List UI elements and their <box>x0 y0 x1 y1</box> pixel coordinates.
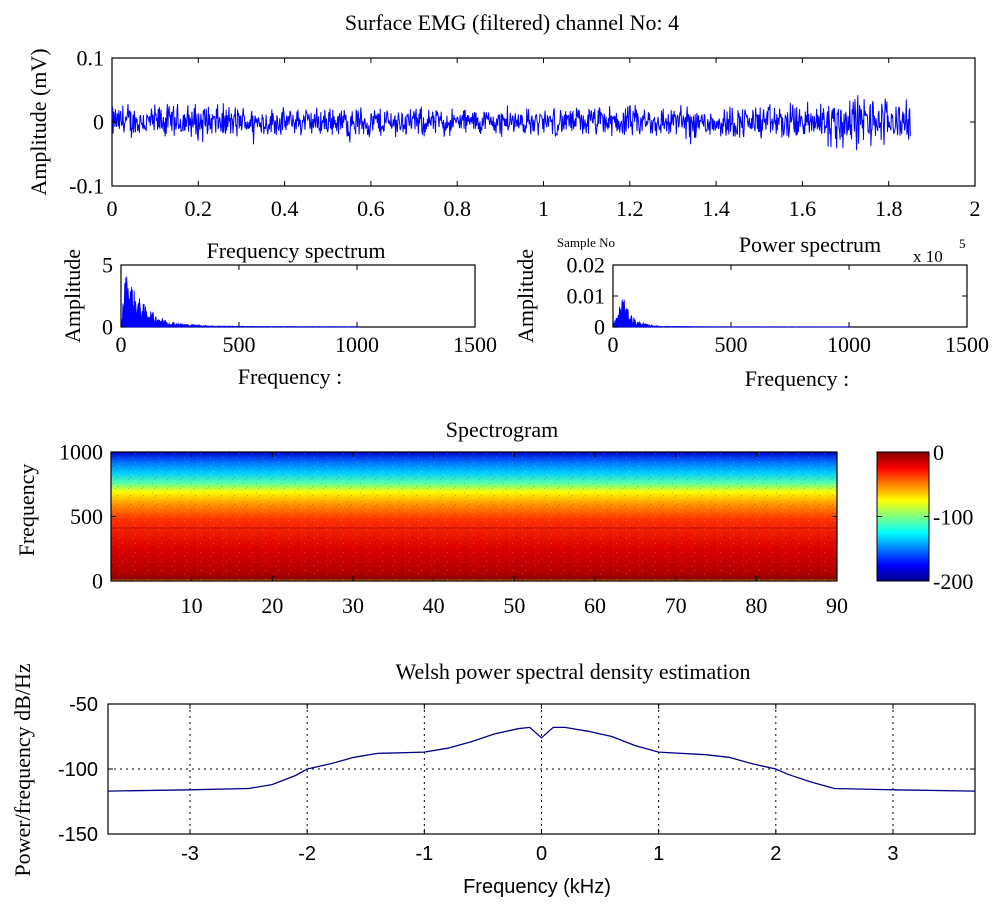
power-title: Power spectrum <box>739 232 881 257</box>
y-tick-label: 0.1 <box>77 46 105 71</box>
x-tick-label: 1 <box>538 196 549 221</box>
x-tick-label: 2 <box>770 843 781 865</box>
x-tick-label: 50 <box>503 593 525 618</box>
emg-signal <box>111 95 911 151</box>
welch-psd-line <box>107 726 976 792</box>
power-xlabel: Frequency : <box>745 366 849 391</box>
freq-xlabel: Frequency : <box>238 364 342 389</box>
x-tick-label: 1500 <box>945 332 989 357</box>
welch-panel: Welsh power spectral density estimation … <box>10 659 976 898</box>
x-tick-label: 1500 <box>453 332 497 357</box>
y-tick-label: 0 <box>102 315 113 340</box>
y-tick-label: 0.02 <box>567 253 606 278</box>
x-tick-label: 500 <box>223 332 256 357</box>
x-tick-label: 30 <box>342 593 364 618</box>
spectrogram-ticks: 10 20 30 40 50 60 70 80 90 0 500 1000 <box>59 440 848 618</box>
y-tick-label: 5 <box>102 253 113 278</box>
welch-title: Welsh power spectral density estimation <box>395 659 750 684</box>
power-axes <box>612 264 968 328</box>
colorbar-tick-label: -200 <box>933 569 973 594</box>
x-tick-label: 0 <box>107 196 118 221</box>
y-tick-label: -0.1 <box>69 174 104 199</box>
x-tick-label: -1 <box>415 843 433 865</box>
emg-xlabel: Sample No <box>557 235 615 250</box>
x-tick-label: -3 <box>181 843 199 865</box>
x-tick-label: 0 <box>116 332 127 357</box>
y-tick-label: -150 <box>58 824 98 846</box>
emg-ticks: 0 0.2 0.4 0.6 0.8 1 1.2 1.4 1.6 1.8 2-0.100.1 <box>69 46 980 221</box>
colorbar-tick-label: 0 <box>933 440 944 465</box>
y-tick-label: 1000 <box>59 440 103 465</box>
x-tick-label: 1.4 <box>702 196 730 221</box>
emg-panel: Surface EMG (filtered) channel No: 4 0 0.… <box>26 10 981 266</box>
x-tick-label: 60 <box>584 593 606 618</box>
x-tick-label: 1.8 <box>875 196 903 221</box>
x-tick-label: 0.6 <box>357 196 385 221</box>
power-ylabel: Amplitude <box>513 249 538 343</box>
colorbar <box>876 451 930 582</box>
y-tick-label: 500 <box>70 504 103 529</box>
x-tick-label: 2 <box>970 196 981 221</box>
y-tick-label: 0 <box>92 569 103 594</box>
x-tick-label: 1 <box>653 843 664 865</box>
emg-x-exponent: 5 <box>959 236 966 251</box>
x-tick-label: 0.8 <box>443 196 471 221</box>
y-tick-label: 0.01 <box>567 284 606 309</box>
x-tick-label: 40 <box>423 593 445 618</box>
x-tick-label: 500 <box>715 332 748 357</box>
emg-x-exponent-label: x 10 <box>913 247 943 266</box>
welch-ticks: -3 -2 -1 0 1 2 3 -50 -100 -150 <box>58 694 975 865</box>
x-tick-label: 90 <box>826 593 848 618</box>
x-tick-label: 1.6 <box>789 196 817 221</box>
spectrogram-title: Spectrogram <box>446 417 558 442</box>
freq-title: Frequency spectrum <box>207 238 386 263</box>
y-tick-label: -50 <box>69 694 98 716</box>
emg-ylabel: Amplitude (mV) <box>26 48 51 195</box>
x-tick-label: 3 <box>887 843 898 865</box>
x-tick-label: 0 <box>608 332 619 357</box>
x-tick-label: 0.4 <box>271 196 299 221</box>
x-tick-label: 0 <box>536 843 547 865</box>
x-tick-label: 0.2 <box>185 196 213 221</box>
x-tick-label: 20 <box>261 593 283 618</box>
x-tick-label: 10 <box>181 593 203 618</box>
spectrogram-noise <box>111 452 837 581</box>
y-tick-label: -100 <box>58 759 98 781</box>
frequency-spectrum-panel: Frequency spectrum 0 500 1000 1500 0 5 Amplit… <box>60 238 497 389</box>
freq-ticks: 0 500 1000 1500 0 5 <box>102 253 497 357</box>
freq-axes <box>120 264 476 328</box>
x-tick-label: 70 <box>665 593 687 618</box>
x-tick-label: -2 <box>298 843 316 865</box>
spectrogram-ylabel: Frequency <box>14 464 39 557</box>
colorbar-ticks: 0 -100 -200 <box>877 440 973 594</box>
y-tick-label: 0 <box>93 110 104 135</box>
freq-ylabel: Amplitude <box>60 249 85 343</box>
x-tick-label: 1000 <box>827 332 871 357</box>
y-tick-label: 0 <box>594 315 605 340</box>
spectrogram-panel: Spectrogram 10 20 30 40 50 60 70 80 90 0 500 1000 F… <box>14 417 973 618</box>
welch-ylabel: Power/frequency dB/Hz <box>10 663 35 876</box>
x-tick-label: 1000 <box>335 332 379 357</box>
x-tick-label: 1.2 <box>616 196 644 221</box>
emg-title: Surface EMG (filtered) channel No: 4 <box>345 10 679 35</box>
welch-xlabel: Frequency (kHz) <box>463 876 611 898</box>
x-tick-label: 80 <box>745 593 767 618</box>
colorbar-tick-label: -100 <box>933 505 973 530</box>
